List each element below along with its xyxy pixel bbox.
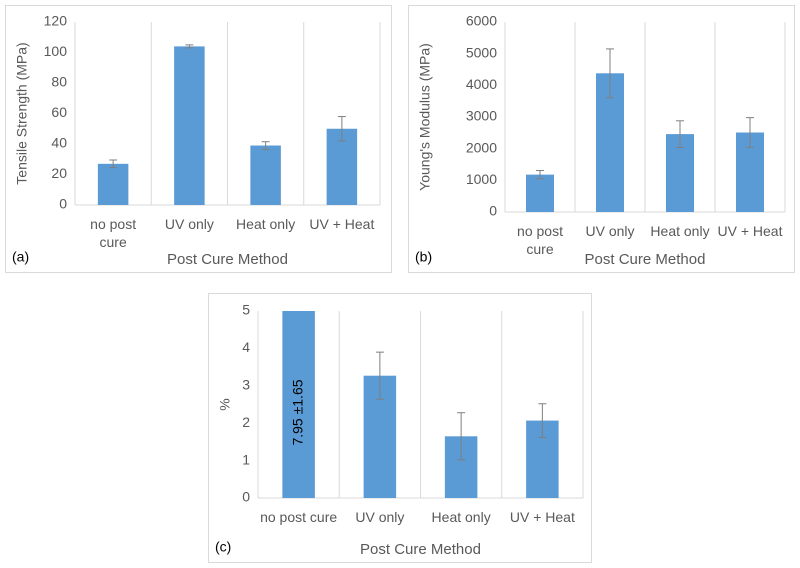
x-tick-label: Heat only [236, 216, 296, 232]
annotation: 7.95 ±1.65 [289, 379, 305, 445]
y-tick-label: 0 [489, 203, 497, 219]
error-bar [185, 44, 194, 49]
y-tick-label: 5000 [466, 44, 497, 60]
y-axis-label: % [217, 398, 233, 410]
error-bar [536, 170, 544, 180]
y-tick-label: 4 [242, 339, 250, 355]
error-bar [109, 159, 118, 169]
x-tick-label: Heat only [431, 509, 491, 525]
bar [250, 145, 281, 205]
bar [326, 128, 358, 205]
y-tick-label: 6000 [466, 13, 497, 29]
y-tick-label: 80 [51, 74, 67, 90]
error-bar [375, 351, 384, 400]
error-bar [337, 116, 346, 142]
y-tick-label: 100 [44, 43, 68, 59]
error-bar [261, 141, 270, 150]
y-tick-label: 1000 [466, 171, 497, 187]
x-tick-label: no post cure [260, 509, 338, 525]
chart-frame [408, 5, 795, 273]
y-axis-label: Young's Modulus (MPa) [417, 43, 433, 191]
chart-frame [5, 5, 392, 273]
y-tick-label: 20 [51, 165, 67, 181]
x-tick-label: UV only [164, 216, 214, 232]
y-tick-label: 3 [242, 377, 250, 393]
x-tick-label: UV + Heat [717, 223, 783, 239]
error-bar [295, 139, 303, 262]
y-tick-label: 0 [59, 196, 67, 212]
y-tick-label: 5 [242, 302, 250, 318]
panel-label: (a) [12, 249, 29, 265]
y-axis-label: Tensile Strength (MPa) [14, 42, 30, 184]
x-tick-label: Heat only [650, 223, 710, 239]
panel-label: (c) [215, 539, 231, 555]
error-bar [457, 412, 466, 461]
x-axis-label: Post Cure Method [585, 251, 706, 268]
bar [174, 46, 205, 205]
bar [526, 174, 554, 212]
bar [97, 163, 129, 205]
error-bar [538, 403, 547, 438]
error-bar [606, 48, 614, 99]
error-bar [746, 117, 754, 148]
x-tick-label: UV + Heat [509, 509, 575, 525]
x-tick-label: UV only [585, 223, 635, 239]
y-tick-label: 3000 [466, 108, 497, 124]
y-tick-label: 2000 [466, 139, 497, 155]
x-tick-label: UV only [355, 509, 405, 525]
x-tick-label: no post cure [517, 223, 563, 257]
x-axis-label: Post Cure Method [360, 541, 481, 558]
y-tick-label: 4000 [466, 76, 497, 92]
y-tick-label: 40 [51, 135, 67, 151]
y-tick-label: 1 [242, 451, 250, 467]
y-tick-label: 120 [44, 13, 68, 29]
y-tick-label: 0 [242, 489, 250, 505]
chart-frame [208, 293, 592, 563]
panel-label: (b) [415, 249, 432, 265]
bar [282, 311, 315, 498]
x-tick-label: UV + Heat [309, 216, 375, 232]
y-tick-label: 2 [242, 414, 250, 430]
x-axis-label: Post Cure Method [167, 251, 288, 268]
x-tick-label: no post cure [90, 216, 137, 250]
y-tick-label: 60 [51, 104, 67, 120]
error-bar [676, 120, 684, 148]
